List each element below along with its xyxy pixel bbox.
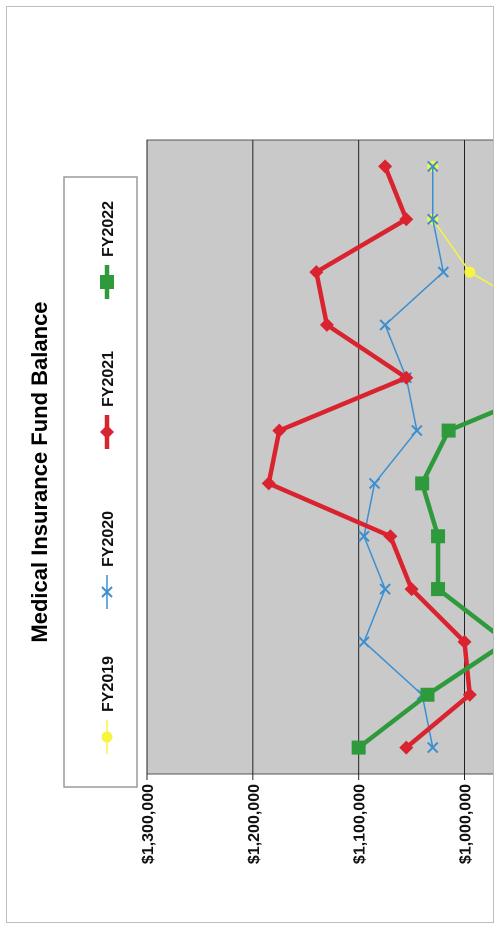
data-point (379, 583, 391, 595)
legend-label: FY2022 (100, 201, 117, 257)
legend-swatch-marker (101, 731, 113, 743)
data-point (358, 636, 370, 648)
data-point (427, 160, 439, 173)
data-point (379, 319, 391, 331)
data-point (464, 266, 476, 278)
chart-title: Medical Insurance Fund Balance (27, 301, 52, 642)
legend-label: FY2019 (100, 656, 117, 712)
data-point (378, 159, 393, 174)
data-point (272, 423, 287, 438)
data-point (358, 530, 370, 542)
series-fy2022 (351, 324, 493, 755)
y-tick-label: $1,000,000 (458, 784, 475, 864)
legend-item-fy2022: FY2022 (100, 201, 117, 299)
y-tick-label: $1,100,000 (352, 784, 369, 864)
data-point (462, 687, 477, 702)
series-fy2021 (261, 159, 477, 755)
legend-label: FY2020 (100, 511, 117, 567)
chart-frame: Medical Insurance Fund Balance FY2019 FY2… (6, 6, 494, 923)
data-point (415, 476, 430, 491)
data-point (309, 265, 324, 280)
series-line (432, 166, 493, 748)
legend-swatch-marker (100, 425, 114, 439)
legend-item-fy2021: FY2021 (100, 351, 117, 449)
data-point (427, 741, 439, 754)
legend-swatch-marker (100, 275, 114, 289)
series-line (266, 165, 473, 750)
series-line (363, 166, 445, 748)
data-point (368, 477, 381, 490)
legend-box (63, 176, 138, 788)
legend-label: FY2021 (100, 351, 117, 407)
data-point (437, 266, 450, 278)
data-point (399, 212, 414, 227)
data-point (411, 424, 423, 437)
data-point (261, 476, 276, 491)
legend-item-fy2020: FY2020 (100, 511, 117, 609)
legend: FY2019 FY2020 FY2021 FY2022 (63, 176, 138, 788)
data-point (383, 529, 398, 544)
plot-background (146, 139, 493, 775)
data-point (399, 370, 414, 385)
legend-swatch-marker (101, 586, 113, 598)
legend-item-fy2019: FY2019 (100, 656, 117, 754)
data-point (441, 423, 456, 438)
y-tick-label: $1,200,000 (246, 784, 263, 864)
data-point (431, 582, 446, 597)
data-point (427, 213, 439, 225)
plot-area (146, 139, 493, 780)
data-point (319, 317, 334, 332)
y-tick-label: $1,300,000 (140, 784, 157, 864)
line-chart: Medical Insurance Fund Balance FY2019FY2… (27, 139, 493, 864)
data-point (431, 529, 446, 544)
data-point (351, 740, 366, 755)
data-point (420, 687, 435, 702)
